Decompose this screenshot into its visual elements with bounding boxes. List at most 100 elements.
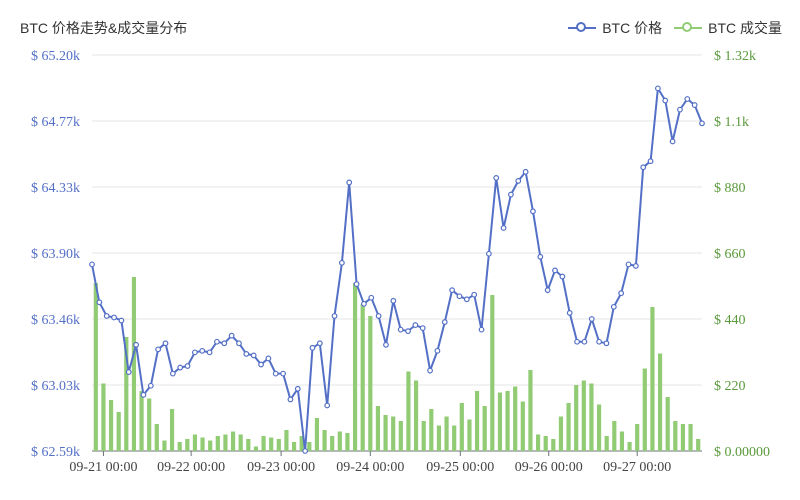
volume-bar: [635, 424, 640, 451]
volume-bar: [391, 416, 396, 451]
price-point: [118, 317, 125, 324]
price-point: [684, 96, 691, 102]
price-point: [610, 303, 617, 310]
price-point: [581, 338, 588, 345]
volume-bar: [650, 307, 655, 451]
volume-bar: [93, 283, 98, 451]
volume-bar: [444, 416, 449, 451]
volume-bar: [322, 430, 327, 451]
volume-bar: [162, 440, 167, 451]
price-point: [603, 340, 610, 347]
price-point: [383, 341, 389, 348]
left-axis-tick-label: $ 62.59k: [31, 445, 80, 460]
left-axis-tick-label: $ 63.90k: [31, 247, 80, 262]
price-point: [397, 326, 404, 333]
price-point: [471, 291, 478, 298]
price-line: [91, 85, 703, 452]
volume-bar: [383, 415, 388, 451]
price-point: [691, 102, 698, 108]
price-point: [574, 338, 580, 345]
left-axis-tick-label: $ 63.46k: [31, 313, 80, 328]
price-point: [441, 319, 448, 325]
x-axis-tick-label: 09-26 00:00: [515, 460, 583, 475]
volume-bar: [406, 371, 411, 451]
price-point: [522, 168, 529, 175]
volume-bar: [246, 439, 251, 451]
x-axis-tick-label: 09-27 00:00: [603, 460, 671, 475]
price-point: [493, 174, 500, 181]
volume-bar: [604, 436, 609, 451]
volume-bar: [360, 304, 365, 451]
price-point: [566, 310, 573, 316]
volume-bar: [330, 436, 335, 451]
price-point: [478, 326, 485, 333]
price-point: [243, 350, 250, 357]
right-axis-tick-label: $ 440: [714, 313, 746, 328]
right-axis-tick-label: $ 220: [714, 379, 746, 394]
volume-bar: [673, 421, 678, 451]
price-point: [368, 294, 375, 301]
volume-bar: [627, 442, 632, 451]
volume-bar: [474, 391, 480, 451]
price-point: [640, 164, 647, 171]
volume-bar: [307, 442, 312, 451]
volume-bar: [429, 409, 434, 451]
volume-bar: [291, 442, 297, 451]
volume-bar: [314, 418, 320, 451]
left-axis-tick-label: $ 65.20k: [31, 49, 80, 64]
volume-bar: [200, 437, 205, 451]
price-point: [375, 313, 382, 319]
legend-item-volume[interactable]: BTC 成交量: [674, 18, 782, 38]
volume-bar: [185, 439, 190, 451]
left-axis-tick-label: $ 63.03k: [31, 379, 80, 394]
price-point: [191, 349, 198, 356]
volume-bar: [124, 337, 129, 451]
volume-bar: [208, 440, 213, 451]
right-axis-tick-label: $ 1.1k: [714, 115, 749, 130]
volume-bar: [413, 380, 419, 451]
volume-bar: [566, 403, 571, 451]
price-point: [155, 346, 162, 353]
price-point: [302, 448, 309, 454]
volume-bar: [528, 370, 533, 451]
volume-bar: [665, 397, 670, 451]
price-point: [228, 332, 235, 339]
price-point: [588, 316, 595, 322]
volume-bar: [642, 368, 647, 451]
volume-bar: [116, 412, 121, 451]
volume-bar: [436, 425, 442, 451]
volume-bar: [154, 424, 159, 451]
price-point: [111, 314, 117, 321]
right-axis-tick-label: $ 0.00000: [714, 445, 770, 460]
volume-bar: [452, 425, 457, 451]
volume-bar: [520, 401, 525, 451]
volume-bar: [551, 439, 556, 451]
price-point: [236, 340, 242, 347]
legend-item-price[interactable]: BTC 价格: [568, 18, 662, 38]
price-point: [618, 290, 625, 297]
volume-bar: [261, 436, 266, 451]
price-point: [500, 225, 507, 231]
price-point: [530, 208, 536, 215]
price-point: [390, 297, 397, 304]
price-point: [412, 322, 419, 328]
volume-bar: [589, 383, 594, 451]
price-point: [324, 402, 331, 409]
price-point: [338, 259, 345, 266]
volume-bar: [619, 431, 625, 451]
volume-bar: [169, 409, 175, 451]
x-axis-tick-label: 09-23 00:00: [247, 460, 315, 475]
price-point: [140, 391, 147, 398]
left-axis-tick-label: $ 64.77k: [31, 115, 80, 130]
volume-bar: [696, 439, 701, 451]
volume-bar: [497, 392, 503, 451]
price-point: [206, 349, 213, 356]
price-point: [632, 262, 639, 269]
price-point: [647, 158, 654, 165]
volume-bar: [657, 353, 663, 451]
price-point: [221, 340, 228, 347]
price-point: [434, 347, 441, 354]
volume-bar: [253, 446, 259, 451]
volume-bar: [147, 398, 152, 451]
volume-bar: [421, 421, 426, 451]
